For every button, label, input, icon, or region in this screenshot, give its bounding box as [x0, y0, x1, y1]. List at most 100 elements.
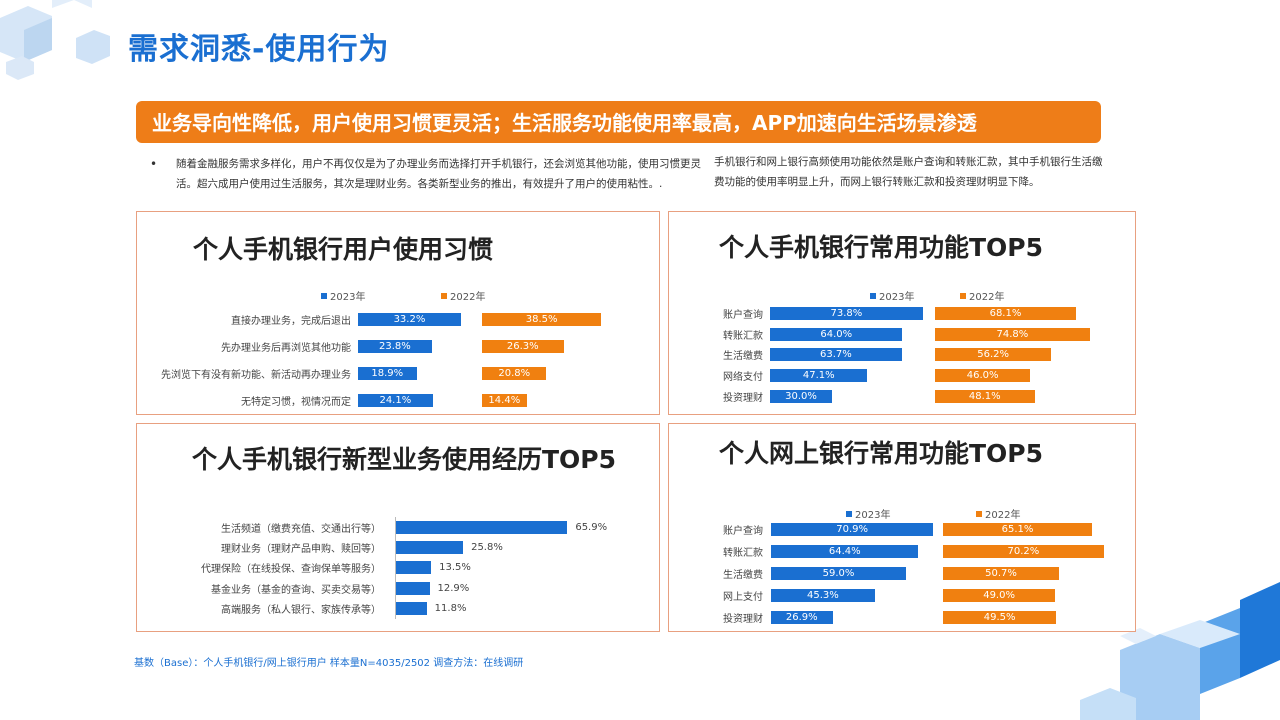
- chart-legend: 2022年: [960, 288, 1004, 303]
- legend-swatch-2023: [870, 292, 876, 299]
- chart-title: 个人手机银行用户使用习惯: [193, 235, 494, 264]
- data-label: 47.1%: [802, 370, 835, 382]
- bar-series-1: 26.9%: [771, 611, 833, 624]
- chart-legend: 2023年: [321, 288, 365, 303]
- category-label: 无特定习惯，视情况而定: [241, 397, 351, 408]
- bar-series-1: 63.7%: [770, 348, 902, 362]
- cube-decoration-bottom-right: [1080, 582, 1280, 720]
- bullet-marker: •: [150, 157, 158, 171]
- description-right: 手机银行和网上银行高频使用功能依然是账户查询和转账汇款，其中手机银行生活缴费功能…: [714, 156, 1103, 188]
- data-label: 70.9%: [836, 524, 869, 535]
- data-label: 64.4%: [828, 546, 861, 557]
- data-label: 20.8%: [498, 368, 531, 379]
- bar-series-2: 49.0%: [943, 589, 1056, 602]
- data-label: 70.2%: [1007, 546, 1040, 557]
- data-label: 74.8%: [996, 328, 1029, 340]
- bar-series-1: 24.1%: [358, 394, 433, 407]
- data-label: 65.9%: [575, 522, 608, 533]
- data-label: 63.7%: [820, 349, 852, 361]
- bar-series-1: [396, 521, 568, 534]
- data-label: 59.0%: [822, 568, 855, 579]
- data-label: 26.9%: [785, 612, 818, 623]
- bar-series-2: 20.8%: [482, 367, 547, 380]
- data-label: 64.0%: [820, 328, 853, 340]
- bar-series-1: 64.4%: [771, 545, 919, 558]
- page-title: 需求洞悉-使用行为: [128, 32, 390, 67]
- bar-series-1: 59.0%: [771, 567, 907, 580]
- bar-series-1: 73.8%: [770, 307, 923, 320]
- bar-series-2: 49.5%: [943, 611, 1057, 624]
- chart-legend: 2022年: [441, 288, 485, 303]
- category-label: 生活频道（缴费充值、交通出行等）: [221, 524, 381, 535]
- bar-series-2: 65.1%: [943, 523, 1093, 536]
- bar-series-1: [396, 561, 432, 575]
- bar-series-1: 33.2%: [358, 313, 461, 326]
- bar-series-2: 14.4%: [482, 394, 527, 407]
- data-label: 14.4%: [488, 395, 521, 406]
- category-label: 转账汇款: [723, 330, 763, 342]
- cube-decoration-top-left: [0, 0, 110, 80]
- legend-label: 2023年: [855, 510, 891, 521]
- legend-label: 2022年: [450, 292, 486, 303]
- chart-title: 个人手机银行新型业务使用经历TOP5: [192, 445, 617, 474]
- headline-banner: 业务导向性降低，用户使用习惯更灵活；生活服务功能使用率最高，APP加速向生活场景…: [136, 101, 1101, 143]
- bar-series-1: 30.0%: [770, 389, 833, 403]
- bar-series-1: 18.9%: [358, 367, 417, 380]
- category-label: 投资理财: [723, 614, 763, 625]
- data-label: 68.1%: [989, 308, 1022, 319]
- description-left: 随着金融服务需求多样化，用户不再仅仅是为了办理业务而选择打开手机银行，还会浏览其…: [176, 158, 701, 190]
- data-label: 56.2%: [977, 349, 1010, 361]
- category-label: 转账汇款: [723, 548, 763, 559]
- chart-title: 个人手机银行常用功能TOP5: [719, 233, 1044, 262]
- bar-series-2: 70.2%: [943, 545, 1104, 558]
- category-label: 生活缴费: [723, 351, 763, 363]
- legend-label: 2023年: [879, 292, 915, 303]
- bar-series-2: 74.8%: [935, 327, 1090, 341]
- data-label: 30.0%: [785, 390, 817, 402]
- legend-label: 2022年: [969, 292, 1005, 303]
- category-label: 投资理财: [723, 392, 763, 404]
- category-label: 生活缴费: [723, 570, 763, 581]
- data-label: 33.2%: [393, 314, 426, 325]
- data-label: 50.7%: [985, 568, 1017, 579]
- category-label: 账户查询: [723, 310, 763, 321]
- data-label: 49.0%: [983, 590, 1015, 601]
- category-label: 基金业务（基金的查询、买卖交易等）: [211, 584, 381, 596]
- data-label: 13.5%: [439, 562, 471, 574]
- data-label: 46.0%: [966, 370, 999, 382]
- bar-series-1: 23.8%: [358, 340, 432, 353]
- bar-series-1: [396, 601, 427, 615]
- legend-swatch-2022: [960, 292, 966, 299]
- bar-series-1: [396, 581, 430, 595]
- bar-series-2: 48.1%: [935, 389, 1035, 403]
- data-label: 45.3%: [806, 590, 839, 601]
- data-label: 38.5%: [525, 314, 558, 325]
- category-label: 理财业务（理财产品申购、赎回等）: [221, 544, 381, 556]
- category-label: 网络支付: [723, 372, 763, 384]
- bar-series-1: 47.1%: [770, 369, 868, 383]
- bar-series-1: 45.3%: [771, 589, 875, 602]
- data-label: 26.3%: [506, 341, 539, 352]
- category-label: 先浏览下有没有新功能、新活动再办理业务: [161, 370, 351, 381]
- data-label: 24.1%: [379, 395, 412, 406]
- legend-swatch-2022: [441, 292, 447, 299]
- data-label: 49.5%: [983, 612, 1016, 623]
- data-label: 48.1%: [968, 390, 1001, 402]
- legend-swatch-2022: [976, 510, 982, 517]
- data-label: 11.8%: [434, 602, 467, 614]
- legend-label: 2022年: [985, 510, 1021, 521]
- footnote: 基数（Base）：个人手机银行/网上银行用户 样本量N=4035/2502 调查…: [134, 658, 524, 669]
- data-label: 23.8%: [378, 341, 411, 352]
- chart-axis: [395, 517, 396, 619]
- data-label: 25.8%: [471, 542, 503, 554]
- data-label: 73.8%: [830, 308, 863, 319]
- bar-series-2: 26.3%: [482, 340, 564, 353]
- bar-series-2: 38.5%: [482, 313, 602, 326]
- chart-title: 个人网上银行常用功能TOP5: [719, 439, 1044, 468]
- chart-legend: 2023年: [870, 288, 914, 303]
- category-label: 网上支付: [723, 592, 763, 603]
- data-label: 65.1%: [1001, 524, 1034, 535]
- category-label: 先办理业务后再浏览其他功能: [221, 343, 351, 354]
- bar-series-2: 50.7%: [943, 567, 1060, 580]
- category-label: 高端服务（私人银行、家族传承等）: [221, 604, 381, 616]
